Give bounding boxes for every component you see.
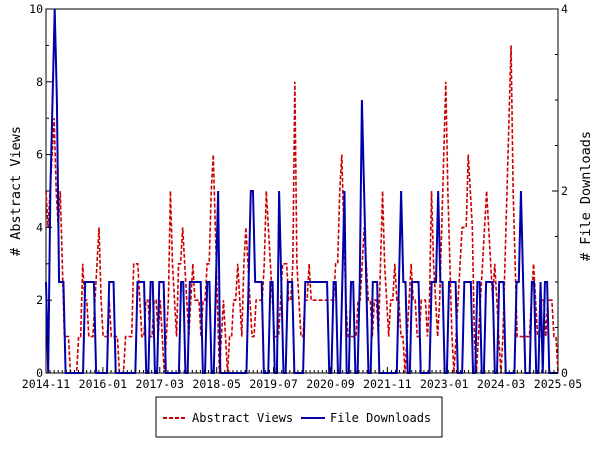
y-axis-right-title: # File Downloads [578, 131, 594, 261]
y-left-tick-label: 0 [36, 366, 43, 380]
y-axis-left: 0 2 4 6 8 10 [29, 2, 52, 380]
y-left-tick-label: 8 [36, 75, 43, 89]
series-line-abstract-views [45, 45, 559, 374]
y-axis-left-title: # Abstract Views [8, 126, 24, 256]
x-tick-label: 2014-11 [22, 377, 71, 391]
x-tick-label: 2019-07 [249, 377, 298, 391]
legend: Abstract Views File Downloads [155, 396, 443, 438]
y-right-tick-label: 0 [561, 366, 568, 380]
x-axis: 2014-11 2016-01 2017-03 2018-05 2019-07 2020-… [22, 367, 582, 391]
legend-label-abstract-views: Abstract Views [192, 411, 293, 425]
plot-area [45, 8, 559, 374]
y-right-tick-label: 2 [561, 184, 568, 198]
x-tick-label: 2024-03 [477, 377, 526, 391]
y-left-tick-label: 10 [29, 2, 43, 16]
x-tick-label: 2017-03 [136, 377, 185, 391]
legend-label-file-downloads: File Downloads [330, 411, 431, 425]
x-tick-label: 2021-11 [363, 377, 412, 391]
y-left-tick-label: 4 [36, 220, 43, 234]
x-tick-label: 2018-05 [192, 377, 240, 391]
y-axis-right: 0 2 4 [552, 2, 568, 380]
legend-box [155, 396, 443, 438]
y-right-tick-label: 4 [561, 2, 568, 16]
y-left-tick-label: 2 [36, 293, 43, 307]
x-tick-label: 2023-01 [420, 377, 469, 391]
x-tick-label: 2016-01 [79, 377, 128, 391]
x-tick-label: 2020-09 [306, 377, 355, 391]
y-left-tick-label: 6 [36, 148, 43, 162]
x-tick-label: 2025-05 [534, 377, 582, 391]
